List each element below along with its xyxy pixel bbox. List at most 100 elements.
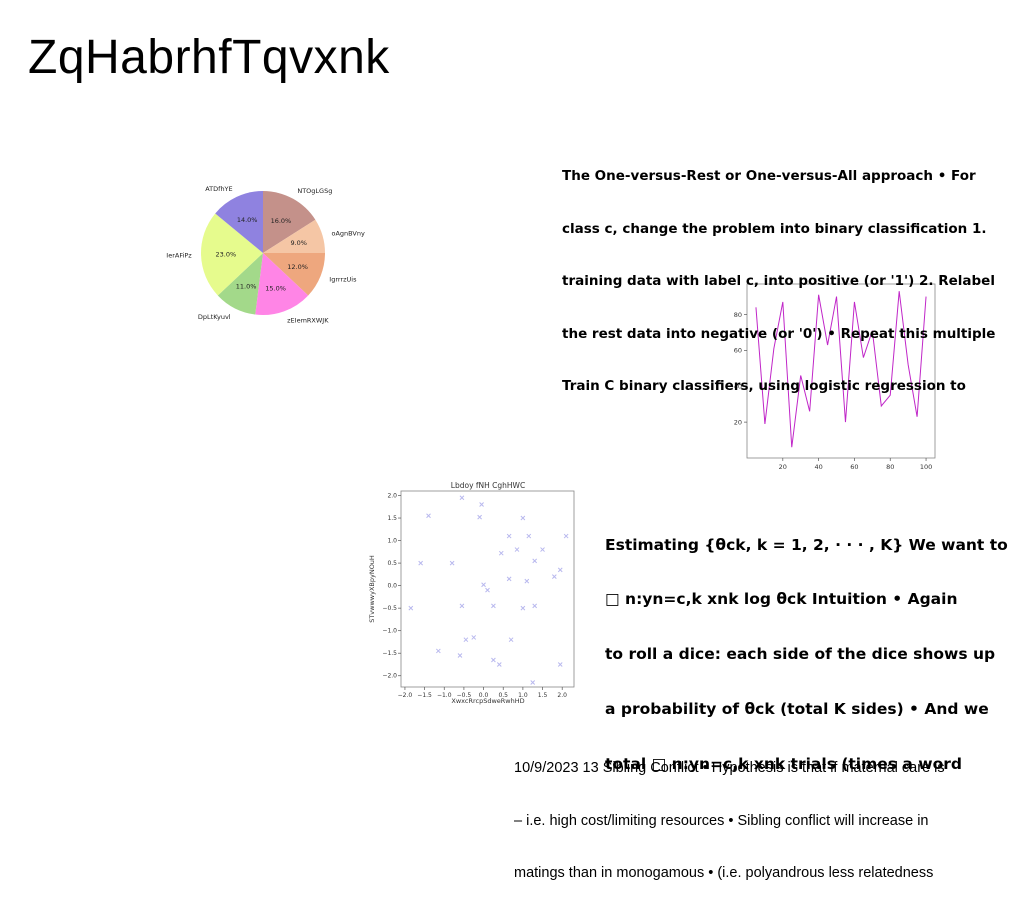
text-line: – i.e. high cost/limiting resources • Si… [514,812,929,829]
scatter-point [479,502,484,507]
text-line: Train C binary classifiers, using logist… [562,378,966,394]
text-line: class c, change the problem into binary … [562,220,987,237]
scatter-point [426,513,431,519]
scatter-x-tick-label: 1.0 [518,692,528,699]
scatter-y-tick-label: 2.0 [387,493,397,500]
scatter-point [491,657,496,663]
scatter-plot-frame [400,490,575,688]
scatter-point [506,576,512,582]
pie-slice-oAgnBVny [263,219,325,253]
scatter-y-tick-label: −1.0 [382,628,397,635]
scatter-point [520,515,526,521]
line-x-tick-label: 60 [850,463,858,471]
pie-slice-DpLtKyuvl [217,253,263,315]
scatter-y-tick-label: 1.0 [387,538,397,545]
text-line: a probability of θck (total K sides) • A… [605,700,989,719]
scatter-x-tick-label: −2.0 [398,692,413,699]
text-line: 10/9/2023 13 Sibling Conflict • Hypothes… [514,760,945,776]
scatter-x-tick-label: 0.5 [498,692,508,699]
text-line: to roll a dice: each side of the dice sh… [605,645,996,664]
scatter-point [496,662,502,667]
scatter-chart: Lbdoy fNH CghHWC −2.0 −1.5 −1.0 −0.5 0.0 0.5 1… [368,481,575,705]
line-y-tick-label: 20 [734,418,742,426]
line-y-tick-label: 40 [734,383,742,391]
text-line: training data with label c, into positiv… [562,273,995,289]
scatter-point [557,567,563,573]
scatter-x-tick-label: 1.5 [538,692,548,699]
text-block-ovr: The One-versus-Rest or One-versus-All ap… [562,133,995,413]
text-block-estimating: Estimating {θck, k = 1, 2, · · · , K} We… [605,499,1008,792]
slide-title: ZqHabrhfTqvxnk [28,31,390,84]
pie-slices [201,191,325,315]
scatter-point [520,605,526,611]
pie-percent-label: 16.0% [271,217,292,225]
line-x-tick-label: 100 [920,463,932,471]
pie-slice-IgrrrzUis [263,253,325,296]
line-x-tick-label: 40 [814,463,822,471]
pie-percent-label: 14.0% [237,216,258,224]
line-x-tick-label: 20 [779,463,787,471]
pie-slice-zEIemRXWJK [255,253,309,315]
pie-category-label: oAgnBVny [331,230,364,238]
pie-category-label: IgrrrzUis [329,276,357,284]
scatter-point [477,514,482,520]
scatter-point [435,648,441,654]
scatter-point [532,603,538,609]
pie-category-label: IerAFiPz [166,252,192,260]
scatter-point [418,560,424,566]
scatter-y-tick-label: −2.0 [382,673,397,680]
scatter-point [514,547,520,552]
pie-slice-IerAFiPz [201,213,263,296]
scatter-y-tick-label: 0.0 [387,583,397,590]
line-chart: 20 40 60 80 100 20 40 60 80 [734,283,936,471]
text-line: The One-versus-Rest or One-versus-All ap… [562,168,976,184]
scatter-x-tick-label: −0.5 [457,692,472,699]
scatter-points [408,495,569,685]
scatter-point [457,653,463,658]
scatter-point [530,680,536,685]
scatter-title: Lbdoy fNH CghHWC [451,481,525,490]
scatter-point [526,533,532,539]
text-line: the rest data into negative (or '0') • R… [562,325,996,342]
line-y-tick-label: 60 [734,347,742,355]
scatter-x-tick-label: 0.0 [479,692,489,699]
scatter-point [463,637,469,643]
pie-slice-ATDfhYE [215,191,263,253]
text-block-sibling-conflict: 10/9/2023 13 Sibling Conflict • Hypothes… [514,725,945,900]
pie-category-label: zEIemRXWJK [287,317,329,325]
pie-percent-label: 12.0% [287,263,308,271]
scatter-point [524,578,530,584]
text-line: Estimating {θck, k = 1, 2, · · · , K} We… [605,535,1008,554]
scatter-point [557,662,563,667]
scatter-point [485,587,490,593]
text-line: total □ n:yn=c,k xnk trials (times a wor… [605,755,962,774]
line-series [755,291,927,448]
scatter-y-tick-label: −0.5 [382,605,397,612]
text-line: □ n:yn=c,k xnk log θck Intuition • Again [605,590,958,609]
scatter-x-label: XwxcRrcpSdweRwhHD [451,697,524,705]
scatter-point [563,533,569,539]
scatter-point [506,533,512,539]
pie-slice-NTOgLGSg [263,191,316,253]
scatter-point [408,605,414,611]
pie-chart: 16.0% NTOgLGSg 9.0% oAgnBVny 12.0% IgrrrzUis 1… [166,185,365,325]
pie-percent-label: 23.0% [215,251,236,259]
scatter-x-tick-label: −1.5 [417,692,432,699]
line-x-tick-label: 80 [886,463,894,471]
pie-labels: 16.0% NTOgLGSg 9.0% oAgnBVny 12.0% IgrrrzUis 1… [166,185,365,325]
scatter-point [459,603,465,609]
scatter-y-label: STvwwwyXBpyNOuH [368,555,376,623]
scatter-y-tick-label: 1.5 [387,515,397,522]
line-chart-ticks: 20 40 60 80 100 20 40 60 80 [734,311,933,471]
scatter-point [508,637,514,643]
scatter-point [459,495,465,501]
scatter-point [551,574,557,579]
scatter-point [481,582,486,588]
scatter-point [449,560,455,566]
scatter-point [471,635,477,640]
pie-category-label: NTOgLGSg [297,187,332,195]
text-line: matings than in monogamous • (i.e. polya… [514,865,934,881]
line-plot-frame [746,283,936,459]
scatter-point [540,547,545,552]
scatter-x-tick-label: −1.0 [437,692,452,699]
